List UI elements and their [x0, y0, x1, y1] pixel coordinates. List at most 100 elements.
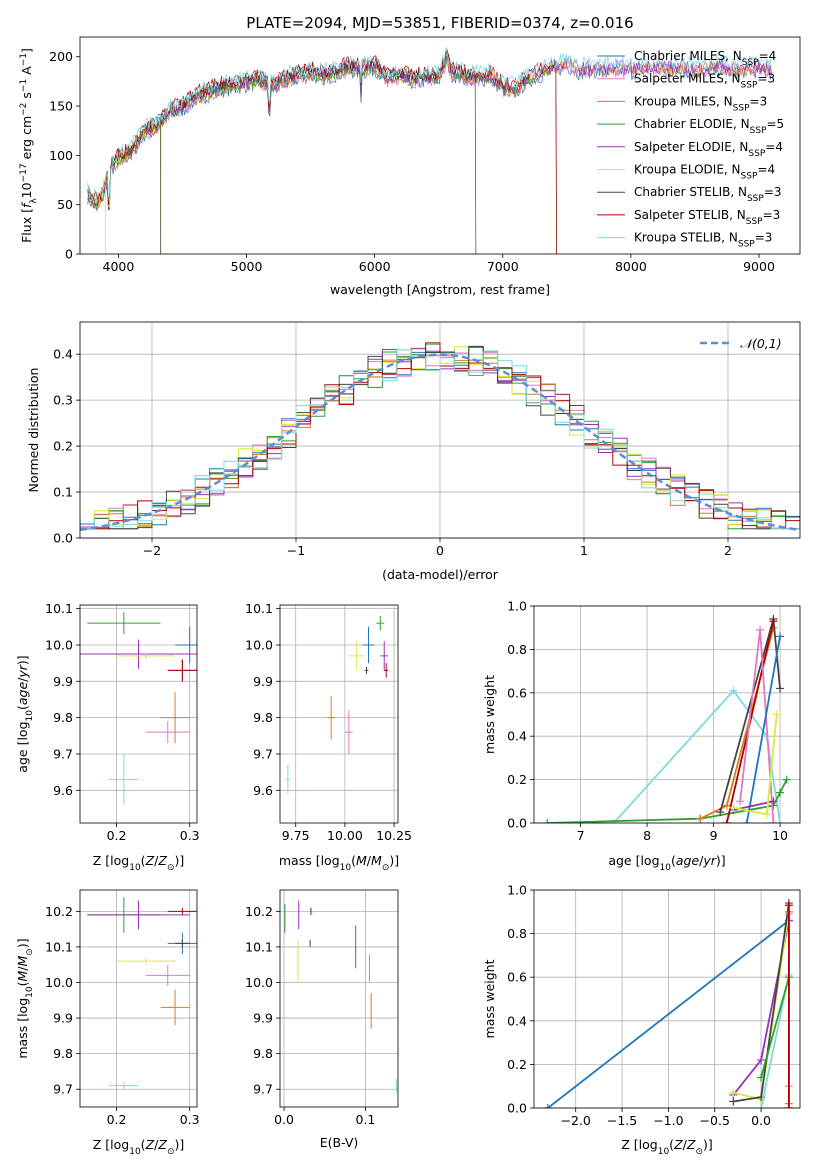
y-axis-label: mass weight — [482, 675, 497, 754]
errorbar-point — [109, 753, 139, 805]
label-part: 10 — [25, 710, 35, 722]
label-part: SSP — [741, 172, 758, 182]
chart-title: PLATE=2094, MJD=53851, FIBERID=0374, z=0… — [246, 14, 633, 32]
weight-marker — [757, 1073, 766, 1082]
label-part: SSP — [746, 217, 763, 227]
x-axis-label: E(B-V) — [320, 1135, 359, 1150]
x-tick-label: 0.3 — [180, 1112, 200, 1127]
label-part: ( — [671, 853, 676, 868]
label-part: ⊙ — [167, 1147, 175, 1157]
label-part: yr — [702, 853, 716, 868]
y-tick-label: 9.8 — [53, 710, 73, 725]
y-axis-label: Flux [fλ10−17 erg cm−2 s−1 A−1] — [19, 48, 39, 243]
label-part: M — [15, 971, 30, 982]
x-tick-label: −1 — [287, 543, 305, 558]
label-part: ( — [15, 982, 30, 987]
weight-marker — [722, 819, 731, 823]
label-part: 10 — [19, 182, 34, 198]
weight-marker — [769, 819, 778, 823]
y-tick-label: 9.7 — [53, 1082, 73, 1097]
label-part: Salpeter STELIB, N — [634, 208, 746, 222]
points — [284, 900, 397, 1093]
legend-label: Chabrier STELIB, NSSP=3 — [634, 185, 782, 204]
x-tick-label: 9 — [710, 828, 718, 843]
legend-label: Chabrier ELODIE, NSSP=5 — [634, 117, 784, 136]
plot-frame — [79, 36, 801, 255]
x-axis-label: (data-model)/error — [382, 567, 499, 582]
y-tick-label: 9.6 — [253, 783, 273, 798]
y-tick-label: 10.0 — [45, 975, 73, 990]
y-tick-label: 50 — [57, 197, 73, 212]
label-part: / — [15, 966, 30, 971]
x-axis-label: mass [log10(M/M⊙)] — [279, 853, 399, 873]
spectrum-series — [87, 54, 557, 254]
plot-frame — [79, 321, 801, 539]
label-part: )] — [15, 655, 30, 665]
label-part: ⊙ — [382, 863, 390, 873]
y-tick-label: 0.0 — [507, 816, 527, 831]
errorbar-point — [87, 900, 190, 930]
y-tick-label: 10.0 — [245, 637, 273, 652]
errorbar-point — [167, 907, 197, 915]
weight-marker — [696, 814, 705, 823]
y-tick-label: 10.0 — [45, 637, 73, 652]
y-tick-label: 9.9 — [53, 1011, 73, 1026]
spectrum-series — [87, 47, 772, 204]
errorbar-point — [175, 626, 197, 664]
x-tick-label: −2 — [143, 543, 161, 558]
weight-marker — [729, 803, 738, 812]
label-part: s — [19, 92, 34, 103]
errorbar-point — [348, 641, 365, 671]
y-tick-label: 0.6 — [507, 970, 527, 985]
x-tick-label: −2.0 — [561, 1113, 591, 1128]
label-part: Chabrier STELIB, N — [634, 185, 747, 199]
weight-marker — [757, 1056, 766, 1065]
y-axis-label: age [log10(age/yr)] — [15, 655, 35, 772]
axes-massweight_vs_age: 7 8 9 10 0.0 0.2 0.4 0.6 0.8 1.0 mass weight age [l… — [482, 599, 801, 873]
weight-marker — [722, 801, 731, 810]
label-part: Chabrier ELODIE, N — [634, 117, 750, 131]
label-part: =5 — [766, 117, 784, 131]
weight-marker — [762, 810, 771, 819]
label-part: Z — [686, 1137, 696, 1152]
errorbar-point — [116, 652, 176, 660]
label-part: )] — [174, 1137, 184, 1152]
weight-marker — [782, 775, 791, 784]
y-tick-label: 1.0 — [507, 599, 527, 614]
errorbar-point — [175, 939, 190, 947]
histograms — [80, 342, 800, 532]
label-part: mass [log — [279, 853, 340, 868]
errorbar-point — [327, 695, 336, 740]
label-part: =4 — [759, 49, 777, 63]
label-part: SSP — [748, 149, 765, 159]
errorbar-point — [160, 989, 190, 1026]
label-part: M — [356, 853, 367, 868]
x-tick-label: 8 — [643, 828, 651, 843]
errorbar-point — [80, 639, 197, 669]
weight-marker — [776, 788, 785, 797]
y-tick-label: 0 — [65, 247, 73, 262]
plot-frame — [533, 605, 801, 824]
errorbar-point — [109, 1082, 139, 1090]
x-axis-label: Z [log10(Z/Z⊙)] — [93, 1137, 185, 1157]
label-part: =3 — [757, 72, 775, 86]
legend-label: Salpeter MILES, NSSP=3 — [634, 72, 775, 91]
legend-label: Chabrier MILES, NSSP=4 — [634, 49, 776, 68]
errorbar-point — [344, 710, 353, 754]
y-tick-label: 0.4 — [507, 729, 527, 744]
x-tick-label: −0.5 — [700, 1113, 730, 1128]
label-part: SSP — [738, 240, 755, 250]
weight-marker — [756, 625, 765, 634]
label-part: Z [log — [93, 853, 129, 868]
x-tick-label: 0.1 — [356, 1112, 376, 1127]
x-tick-label: 7000 — [487, 259, 519, 274]
x-tick-label: 9000 — [743, 259, 775, 274]
weight-marker — [757, 1104, 766, 1108]
label-part: Z — [145, 853, 155, 868]
x-tick-label: 7 — [577, 828, 585, 843]
label-part: mass [log — [15, 998, 30, 1059]
label-part: −1 — [19, 53, 29, 66]
points — [87, 897, 197, 1090]
spectrum-series — [87, 119, 162, 254]
label-part: ( — [141, 1137, 146, 1152]
